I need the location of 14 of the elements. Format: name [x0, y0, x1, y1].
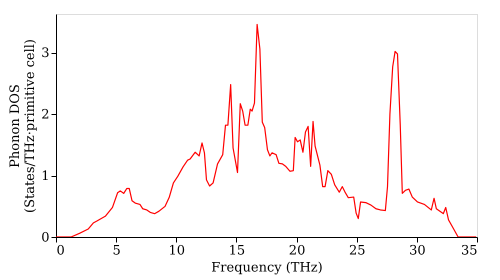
- x-tick-label: 10: [168, 244, 186, 258]
- x-tick-label: 0: [56, 244, 65, 258]
- y-axis-title: Phonon DOS (States/THz·primitive cell): [8, 38, 38, 214]
- x-tick-label: 25: [348, 244, 366, 258]
- x-tick-label: 15: [228, 244, 246, 258]
- y-tick-label: 3: [41, 46, 50, 62]
- x-tick-label: 30: [409, 244, 426, 258]
- x-tick-label: 5: [112, 244, 121, 258]
- x-tick-label: 35: [460, 244, 478, 258]
- y-tick-label: 1: [41, 169, 50, 184]
- y-tick-label: 2: [41, 108, 50, 123]
- x-axis-title: Frequency (THz): [211, 260, 323, 276]
- y-tick-label: 0: [41, 230, 50, 246]
- x-tick-label: 20: [288, 244, 306, 258]
